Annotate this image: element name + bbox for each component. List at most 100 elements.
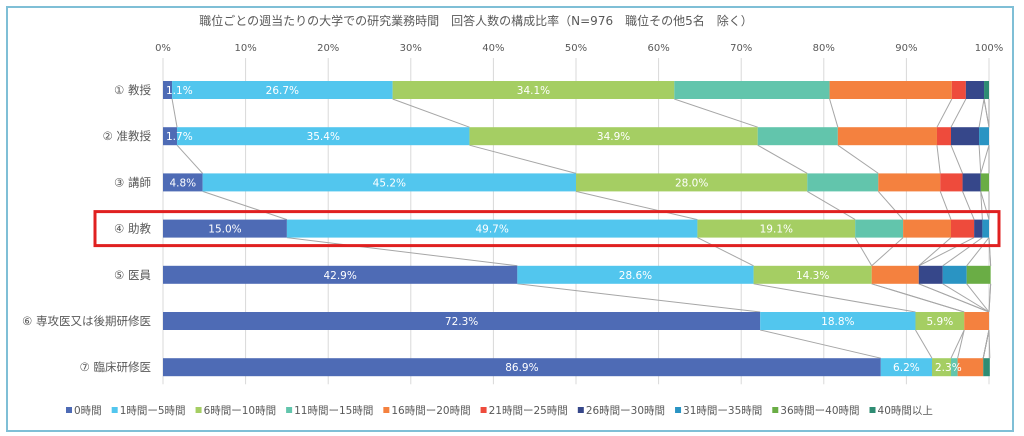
legend-label: 1時間ー5時間: [120, 405, 186, 417]
bar-segment: [951, 358, 958, 377]
x-tick-label: 100%: [975, 43, 1004, 54]
series-line: [918, 237, 952, 267]
series-line: [915, 329, 933, 359]
legend-label: 0時間: [74, 405, 102, 417]
legend-label: 16時間ー20時間: [391, 405, 470, 417]
bar-segment: [760, 312, 916, 330]
series-line: [957, 329, 965, 359]
bar-segment: [829, 81, 952, 99]
bar-segment: [163, 173, 203, 192]
series-line: [753, 283, 916, 313]
series-line: [950, 98, 967, 128]
bar-segment: [576, 173, 808, 192]
series-line: [697, 237, 754, 267]
series-line: [760, 329, 881, 359]
series-line: [980, 145, 990, 174]
highlight-layer: [93, 210, 1001, 248]
series-line: [918, 237, 975, 267]
category-labels: ① 教授 ② 准教授 ③ 講師 ④ 助教 ⑤ 医員 ⑥ 専攻医又は後期研修医 ⑦ 臨床研修医: [22, 83, 151, 374]
bar-segment: [163, 265, 518, 284]
bar-segment: [757, 127, 838, 146]
bar-segment: [807, 173, 879, 192]
legend-label: 36時間ー40時間: [780, 405, 859, 417]
series-line: [286, 237, 518, 267]
x-tick-label: 90%: [895, 43, 917, 54]
bar-segment: [855, 219, 904, 238]
series-line: [674, 98, 758, 128]
legend-swatch: [286, 407, 293, 413]
series-line: [854, 237, 873, 267]
series-line: [978, 145, 982, 174]
data-label: 19.1%: [760, 224, 793, 236]
data-label: 72.3%: [445, 316, 478, 328]
series-line: [950, 145, 964, 174]
bar-segment: [940, 173, 963, 192]
legend-swatch: [869, 407, 876, 413]
data-label: 28.0%: [675, 177, 708, 189]
bar-segment: [974, 219, 983, 238]
bar-segment: [965, 81, 985, 99]
category-label: ③ 講師: [114, 175, 151, 189]
data-label: 42.9%: [323, 270, 356, 282]
data-label: 4.8%: [169, 177, 196, 189]
bar-segment: [966, 265, 991, 284]
bar-segment: [163, 127, 178, 146]
data-label: 1.1%: [166, 85, 193, 97]
bar-segment: [979, 127, 989, 146]
series-line: [829, 98, 839, 128]
bar-segment: [392, 81, 675, 99]
series-line: [988, 329, 991, 359]
legend-label: 40時間以上: [878, 405, 933, 417]
bar-segment: [871, 265, 919, 284]
bar-segment: [517, 265, 754, 284]
data-label: 26.7%: [266, 85, 299, 97]
bar-segment: [163, 219, 287, 238]
series-line: [966, 237, 990, 267]
series-line: [757, 144, 808, 174]
series-line: [988, 237, 992, 266]
legend-swatch: [577, 407, 584, 413]
legend-label: 6時間ー10時間: [204, 405, 277, 417]
series-line: [918, 283, 990, 313]
bar-segment: [202, 173, 576, 192]
data-label: 18.8%: [821, 316, 854, 328]
series-line: [202, 190, 288, 221]
bar-segment: [163, 312, 761, 330]
bar-segment: [286, 219, 698, 238]
series-line: [807, 190, 856, 221]
series-line: [575, 190, 698, 221]
legend-swatch: [111, 407, 118, 413]
bars: [163, 81, 991, 377]
category-label: ④ 助教: [114, 222, 151, 236]
series-line: [988, 283, 992, 313]
data-label: 34.9%: [597, 131, 630, 143]
legend-swatch: [383, 407, 390, 413]
series-line: [392, 98, 470, 128]
chart-title: 職位ごとの週当たりの大学での研究業務時間 回答人数の構成比率（N=976 職位そ…: [199, 13, 752, 28]
series-line: [517, 283, 761, 313]
x-tick-label: 50%: [565, 43, 587, 54]
legend-swatch: [195, 407, 202, 413]
series-line: [942, 283, 990, 313]
highlight-box: [93, 210, 1001, 248]
bar-segment: [942, 265, 967, 284]
category-label: ① 教授: [114, 83, 151, 97]
bar-segment: [674, 81, 830, 99]
category-label: ⑥ 専攻医又は後期研修医: [22, 314, 151, 328]
series-line: [980, 191, 983, 220]
bar-segment: [469, 127, 758, 146]
legend-label: 26時間ー30時間: [586, 405, 665, 417]
legend-swatch: [480, 407, 487, 413]
x-tick-label: 0%: [155, 43, 171, 54]
series-line: [877, 191, 904, 220]
x-tick-label: 30%: [400, 43, 422, 54]
data-label: 15.0%: [208, 224, 241, 236]
legend: 0時間 1時間ー5時間 6時間ー10時間 11時間ー15時間 16時間ー20時間 21時間…: [66, 405, 933, 417]
x-axis-ticks: 0% 10% 20% 30% 40% 50% 60% 70% 80% 90% 100%: [155, 43, 1003, 54]
bar-segment: [982, 219, 989, 238]
x-tick-label: 80%: [813, 43, 835, 54]
bar-segment: [964, 312, 989, 330]
series-line: [469, 144, 577, 174]
bar-segment: [962, 173, 981, 192]
series-line: [983, 98, 990, 128]
